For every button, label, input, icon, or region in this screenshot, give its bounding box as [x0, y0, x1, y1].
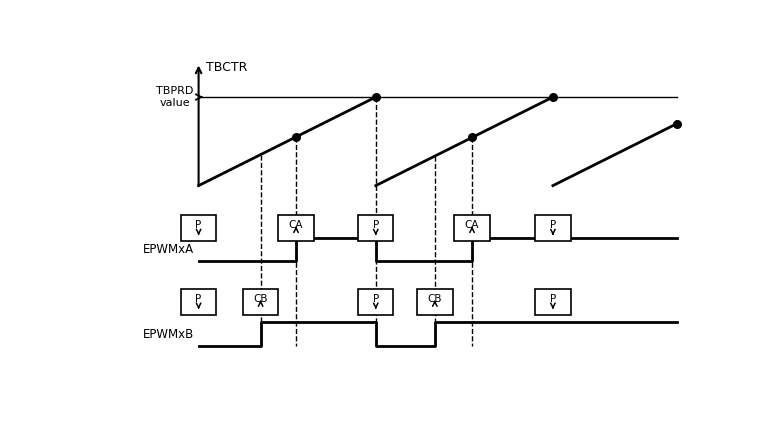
FancyBboxPatch shape — [454, 215, 490, 242]
Text: P: P — [550, 220, 556, 230]
Text: P: P — [373, 220, 379, 230]
Text: EPWMxB: EPWMxB — [142, 328, 194, 340]
Text: CB: CB — [253, 294, 268, 304]
Text: TBCTR: TBCTR — [206, 61, 247, 74]
FancyBboxPatch shape — [181, 215, 216, 242]
Text: P: P — [196, 220, 202, 230]
FancyBboxPatch shape — [417, 289, 453, 315]
FancyBboxPatch shape — [535, 215, 571, 242]
Text: CA: CA — [465, 220, 479, 230]
FancyBboxPatch shape — [278, 215, 314, 242]
Text: P: P — [196, 294, 202, 304]
FancyBboxPatch shape — [181, 289, 216, 315]
Text: CB: CB — [427, 294, 442, 304]
FancyBboxPatch shape — [243, 289, 278, 315]
FancyBboxPatch shape — [358, 215, 393, 242]
Text: P: P — [550, 294, 556, 304]
FancyBboxPatch shape — [535, 289, 571, 315]
Text: EPWMxA: EPWMxA — [142, 243, 194, 256]
FancyBboxPatch shape — [358, 289, 393, 315]
Text: P: P — [373, 294, 379, 304]
Text: TBPRD
value: TBPRD value — [156, 86, 194, 108]
Text: CA: CA — [289, 220, 303, 230]
